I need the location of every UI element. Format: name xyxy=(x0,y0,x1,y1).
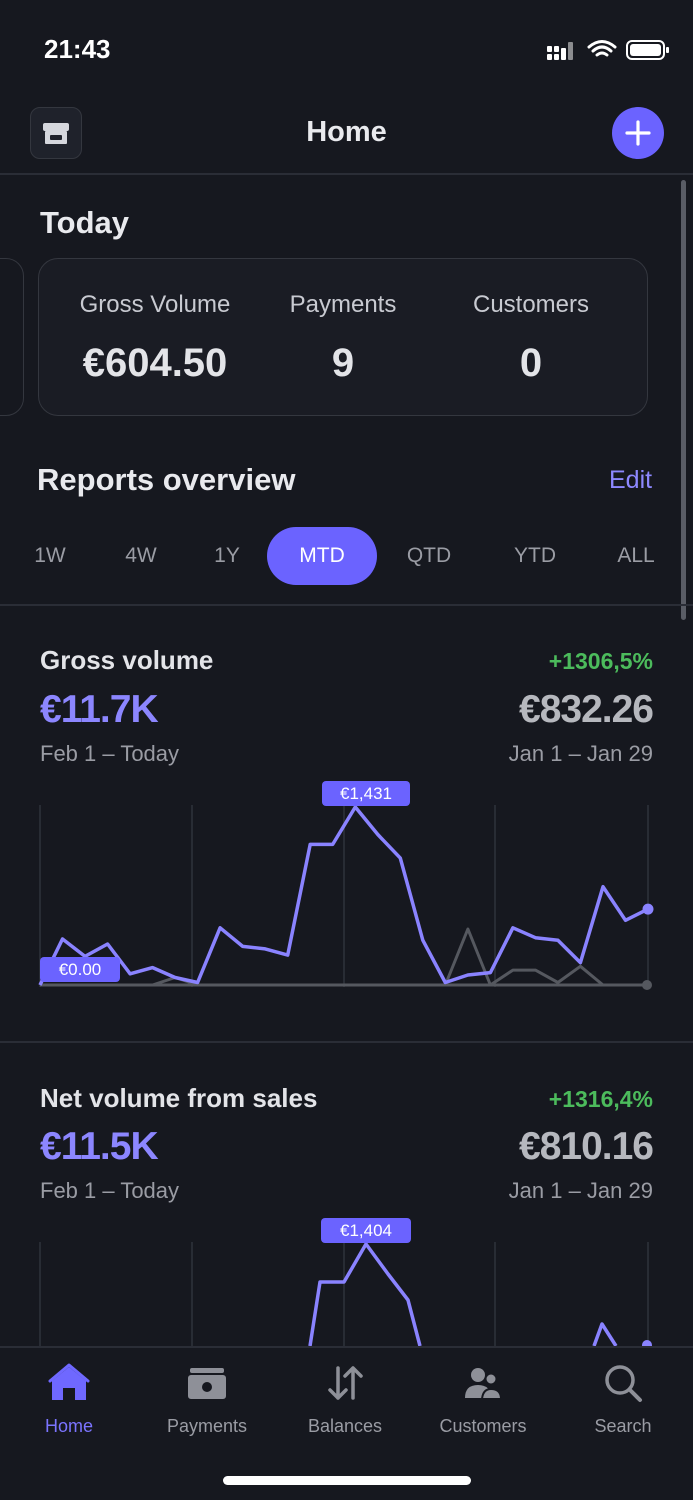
min-label: €0.00 xyxy=(59,960,102,979)
arrows-updown-icon xyxy=(328,1366,363,1400)
current-period-line-tail xyxy=(592,1322,618,1346)
signal-icon xyxy=(547,42,573,60)
metric-range: Feb 1 – Today xyxy=(40,1178,180,1203)
tab-label: Payments xyxy=(166,1416,248,1436)
kpi-label: Gross Volume xyxy=(79,291,231,318)
tab-label: Search xyxy=(594,1416,652,1436)
status-icons xyxy=(547,40,669,60)
reports-heading: Reports overview xyxy=(37,462,296,497)
metric-title: Gross volume xyxy=(40,645,214,675)
max-label-badge: €1,404 xyxy=(321,1218,411,1243)
max-label: €1,431 xyxy=(340,784,392,803)
range-tab-mtd[interactable]: MTD xyxy=(267,527,377,585)
tab-bar: Home Payments Balances Customers Search xyxy=(0,1346,693,1500)
plus-icon xyxy=(625,120,651,146)
metric-previous-value: €832.26 xyxy=(519,688,654,731)
scrollbar[interactable] xyxy=(681,180,686,620)
max-label-badge: €1,431 xyxy=(322,781,410,806)
min-label-badge: €0.00 xyxy=(40,957,120,982)
metric-range: Feb 1 – Today xyxy=(40,741,180,766)
current-end-dot xyxy=(642,1340,652,1346)
tab-search[interactable]: Search xyxy=(554,1362,692,1437)
max-label-background xyxy=(321,1218,411,1243)
range-tab-qtd[interactable]: QTD xyxy=(406,544,452,567)
metric-value: €11.5K xyxy=(40,1125,159,1168)
net-volume-chart[interactable]: €1,404 xyxy=(0,1212,693,1346)
max-label: €1,404 xyxy=(340,1221,392,1240)
top-bar: Home xyxy=(0,100,693,175)
tab-customers[interactable]: Customers xyxy=(414,1362,552,1437)
kpi-value: 0 xyxy=(519,341,543,385)
previous-card-edge[interactable] xyxy=(0,258,24,416)
add-button[interactable] xyxy=(612,107,664,159)
store-icon xyxy=(43,123,69,144)
current-end-dot xyxy=(642,903,654,915)
home-indicator[interactable] xyxy=(223,1476,471,1485)
tab-label: Balances xyxy=(307,1416,383,1436)
page-title: Home xyxy=(306,116,387,148)
range-tab-1y[interactable]: 1Y xyxy=(214,544,240,567)
metric-previous-value: €810.16 xyxy=(519,1125,654,1168)
tab-balances[interactable]: Balances xyxy=(276,1362,414,1437)
wallet-icon xyxy=(188,1368,226,1399)
today-heading: Today xyxy=(40,205,129,240)
home-icon xyxy=(48,1363,90,1400)
range-tab-all[interactable]: ALL xyxy=(617,544,655,567)
divider xyxy=(0,604,693,606)
tab-home[interactable]: Home xyxy=(0,1362,138,1437)
tab-label: Customers xyxy=(439,1416,527,1436)
divider xyxy=(0,1041,693,1043)
status-bar: 21:43 xyxy=(0,0,693,100)
today-card[interactable]: Gross Volume €604.50 Payments 9 Customer… xyxy=(38,258,648,416)
previous-end-dot xyxy=(642,980,652,990)
battery-icon xyxy=(626,40,669,60)
range-tab-1w[interactable]: 1W xyxy=(34,544,66,567)
metric-title: Net volume from sales xyxy=(40,1083,318,1113)
search-icon xyxy=(605,1365,642,1402)
wifi-icon xyxy=(587,40,617,57)
tab-payments[interactable]: Payments xyxy=(138,1362,276,1437)
kpi-label: Payments xyxy=(289,291,397,318)
metric-value: €11.7K xyxy=(40,688,159,731)
store-button[interactable] xyxy=(30,107,82,159)
metric-previous-range: Jan 1 – Jan 29 xyxy=(508,1178,653,1203)
chart-gridlines xyxy=(39,805,649,987)
range-tab-ytd[interactable]: YTD xyxy=(514,544,556,567)
metric-previous-range: Jan 1 – Jan 29 xyxy=(508,741,653,766)
current-period-line xyxy=(38,805,649,986)
kpi-value: €604.50 xyxy=(82,341,228,385)
current-period-line xyxy=(308,1242,422,1346)
range-tabs: 1W 4W 1Y MTD QTD YTD ALL xyxy=(0,527,693,585)
range-tab-4w[interactable]: 4W xyxy=(125,544,157,567)
previous-period-line xyxy=(40,927,648,987)
kpi-value: 9 xyxy=(331,341,355,385)
customers-icon xyxy=(465,1368,503,1400)
kpi-label: Customers xyxy=(472,291,590,318)
tab-label: Home xyxy=(44,1416,93,1436)
edit-button[interactable]: Edit xyxy=(609,466,653,494)
min-label-background xyxy=(40,957,120,982)
status-time: 21:43 xyxy=(44,34,111,64)
max-label-background xyxy=(322,781,410,806)
metric-change: +1306,5% xyxy=(548,648,653,674)
metric-change: +1316,4% xyxy=(548,1086,653,1112)
gross-volume-chart[interactable]: €1,431 €0.00 xyxy=(0,775,693,1005)
